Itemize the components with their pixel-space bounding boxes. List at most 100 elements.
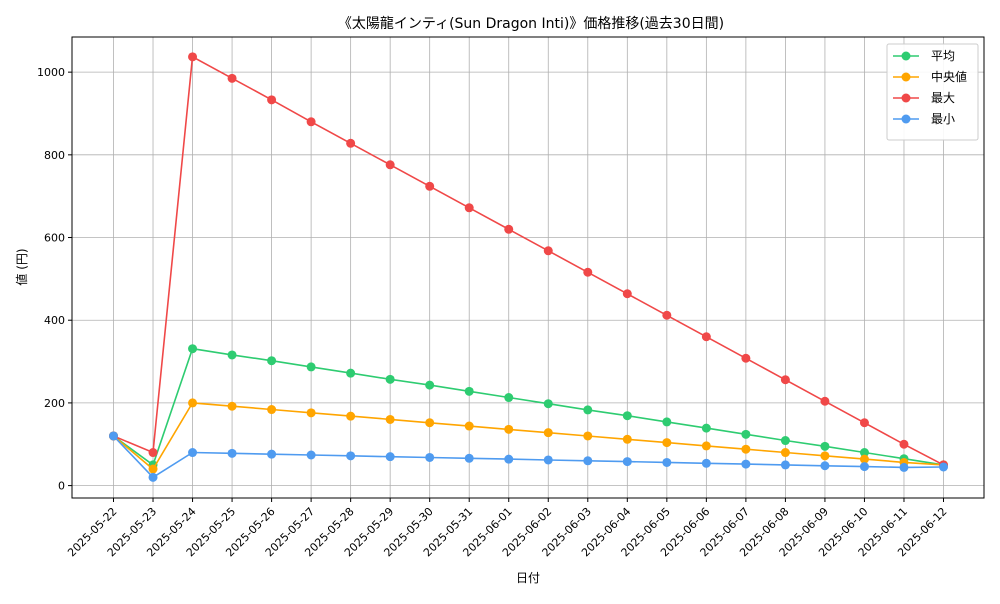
data-point — [662, 457, 672, 467]
y-tick-label: 200 — [44, 397, 65, 410]
data-point — [346, 368, 356, 378]
data-point — [701, 441, 711, 451]
data-point — [622, 411, 632, 421]
data-point — [859, 462, 869, 472]
data-point — [425, 380, 435, 390]
data-point — [425, 181, 435, 191]
data-point — [701, 458, 711, 468]
data-point — [504, 393, 514, 403]
series-平均 — [109, 344, 948, 470]
data-point — [267, 449, 277, 459]
series-line — [112, 435, 944, 479]
data-point — [583, 456, 593, 466]
legend-item: 中央値 — [893, 69, 967, 84]
data-point — [622, 289, 632, 299]
data-point — [148, 472, 158, 482]
data-point — [425, 418, 435, 428]
data-point — [188, 448, 198, 458]
data-point — [662, 438, 672, 448]
plot-frame — [71, 36, 985, 499]
legend-item: 最大 — [893, 91, 955, 105]
data-point — [504, 224, 514, 234]
series-line — [113, 347, 944, 467]
y-tick-label: 0 — [58, 480, 65, 493]
x-axis: 2025-05-222025-05-232025-05-242025-05-25… — [65, 498, 950, 559]
data-point — [504, 454, 514, 464]
data-point — [385, 452, 395, 462]
data-point — [583, 405, 593, 415]
data-point — [859, 448, 869, 458]
data-point — [820, 441, 830, 451]
data-point — [306, 362, 316, 372]
data-point — [780, 448, 790, 458]
x-axis-label: 日付 — [516, 571, 540, 585]
data-point — [306, 408, 316, 418]
data-point — [741, 459, 751, 469]
legend-marker — [901, 93, 911, 103]
y-tick-label: 800 — [44, 149, 65, 162]
data-point — [583, 267, 593, 277]
data-point — [701, 332, 711, 342]
data-point — [188, 398, 198, 408]
data-point — [109, 431, 118, 441]
data-point — [543, 455, 553, 465]
data-point — [899, 439, 909, 449]
data-point — [148, 464, 158, 474]
data-point — [780, 375, 790, 385]
y-tick-label: 1000 — [37, 66, 65, 79]
data-point — [385, 160, 395, 170]
data-point — [820, 451, 830, 461]
series-最小 — [109, 431, 948, 482]
data-point — [188, 52, 198, 62]
data-point — [346, 138, 356, 148]
data-point — [859, 418, 869, 428]
data-point — [425, 452, 435, 462]
data-point — [939, 462, 948, 472]
data-point — [464, 203, 474, 213]
data-point — [543, 428, 553, 438]
data-point — [148, 448, 158, 458]
grid — [72, 37, 984, 498]
legend-marker — [901, 51, 911, 61]
data-point — [385, 414, 395, 424]
data-point — [741, 353, 751, 363]
legend-label: 最小 — [931, 112, 955, 126]
data-point — [385, 374, 395, 384]
data-point — [622, 457, 632, 467]
legend-label: 中央値 — [931, 69, 967, 84]
legend-item: 最小 — [893, 112, 955, 126]
data-point — [227, 448, 237, 458]
data-point — [899, 462, 909, 472]
data-point — [820, 461, 830, 471]
legend-label: 平均 — [931, 49, 955, 63]
data-point — [662, 310, 672, 320]
data-point — [741, 429, 751, 439]
data-point — [267, 405, 277, 415]
data-point — [306, 450, 316, 460]
data-point — [346, 451, 356, 461]
legend-box — [886, 43, 979, 141]
data-point — [188, 344, 198, 354]
legend-item: 平均 — [893, 49, 955, 63]
data-point — [859, 454, 869, 464]
data-point — [780, 436, 790, 446]
data-point — [267, 95, 277, 105]
legend-label: 最大 — [931, 91, 955, 105]
data-point — [346, 411, 356, 421]
y-tick-label: 400 — [44, 314, 65, 327]
data-point — [741, 444, 751, 454]
series-line — [113, 55, 944, 466]
data-point — [543, 246, 553, 256]
data-point — [227, 73, 237, 83]
data-point — [504, 424, 514, 434]
y-tick-label: 600 — [44, 232, 65, 245]
data-point — [267, 356, 277, 366]
data-point — [780, 460, 790, 470]
data-point — [622, 434, 632, 444]
y-axis-label: 値 (円) — [14, 248, 29, 285]
data-point — [583, 431, 593, 441]
data-point — [662, 417, 672, 427]
